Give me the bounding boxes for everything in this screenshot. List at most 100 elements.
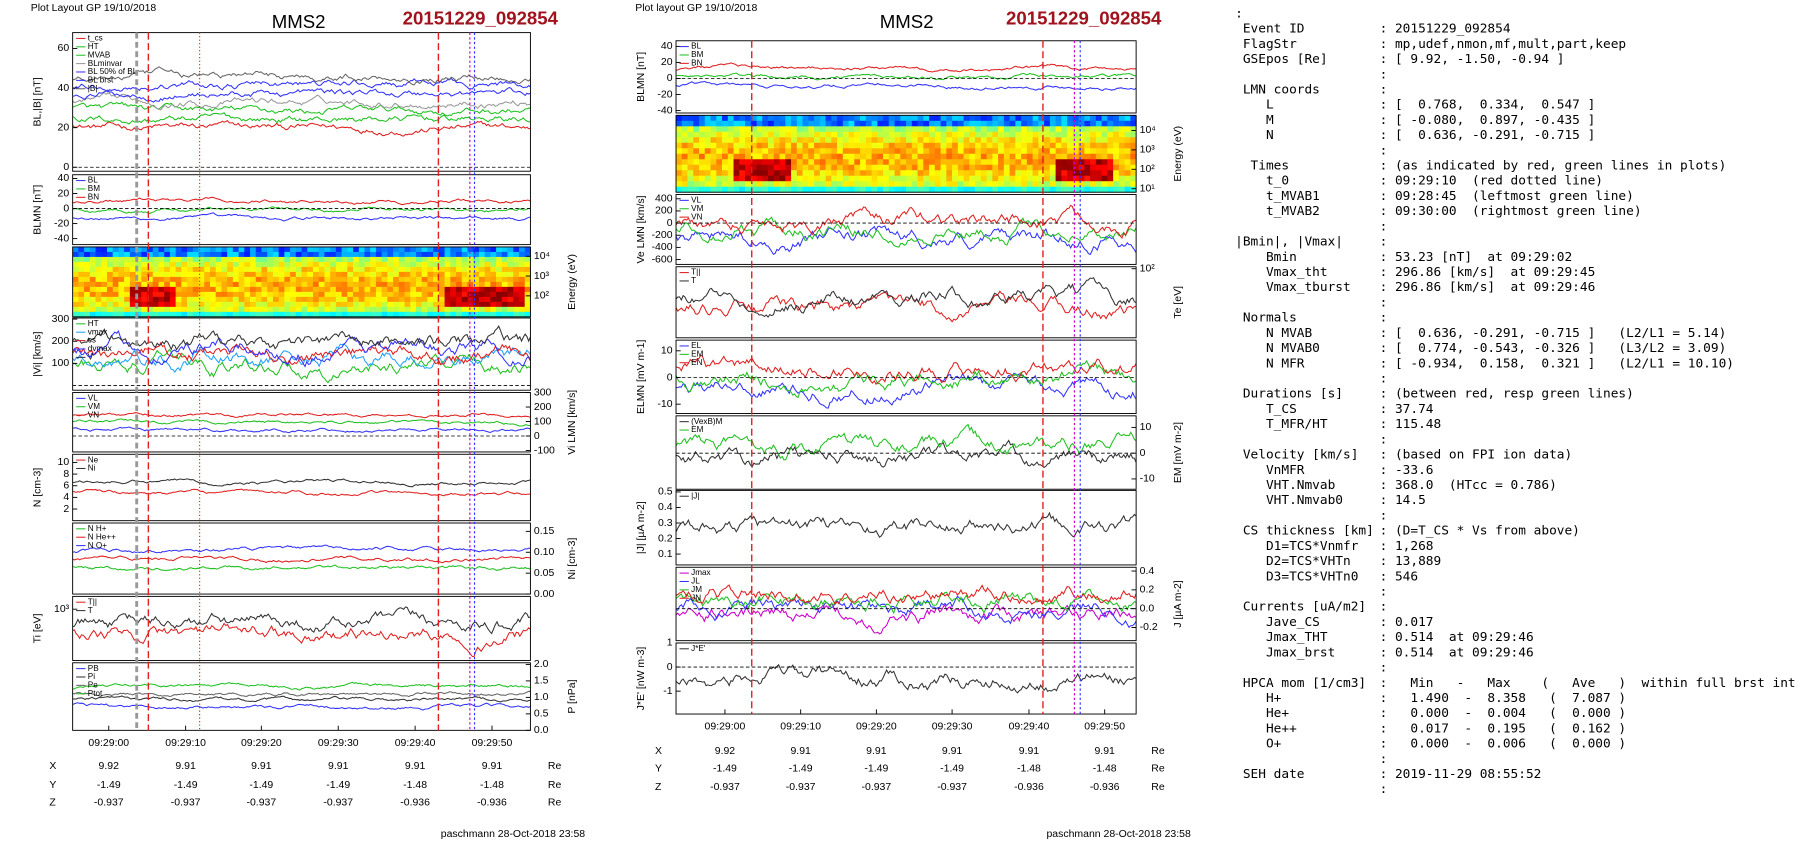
spectrogram-cell xyxy=(940,115,947,122)
spectrogram-cell xyxy=(1072,148,1080,155)
spectrogram-cell xyxy=(900,115,907,122)
spectrogram-cell xyxy=(733,170,740,177)
spectrogram-cell xyxy=(450,306,457,313)
spectrogram-cell xyxy=(175,256,182,263)
spectrogram-cell xyxy=(204,251,211,258)
spectrogram-cell xyxy=(750,159,758,166)
spectrogram-cell xyxy=(934,175,942,182)
x-tick-label: 09:29:30 xyxy=(932,722,973,733)
spectrogram-cell xyxy=(518,311,526,318)
spectrogram-cell xyxy=(358,256,365,263)
spectrogram-cell xyxy=(722,170,729,177)
spectrogram-cell xyxy=(89,256,97,263)
legend-label: Jmax xyxy=(691,568,710,577)
spectrogram-cell xyxy=(215,266,222,273)
spectrogram-cell xyxy=(198,276,205,283)
spectrogram-cell xyxy=(284,306,291,313)
trace xyxy=(675,595,1137,629)
spectrogram-cell xyxy=(450,276,457,283)
y-tick-label: 1.5 xyxy=(534,676,549,687)
legend-label: EL xyxy=(691,341,701,350)
spectrogram-cell xyxy=(307,276,314,283)
spectrogram-cell xyxy=(347,286,354,293)
spectrogram-cell xyxy=(244,251,251,258)
spectrogram-cell xyxy=(865,137,873,144)
spectrogram-cell xyxy=(501,256,508,263)
spectrogram-cell xyxy=(415,301,423,308)
spectrogram-cell xyxy=(946,159,953,166)
spectrogram-cell xyxy=(221,296,228,303)
spectrogram-cell xyxy=(278,266,285,273)
spectrogram-cell xyxy=(1026,137,1034,144)
spectrogram-cell xyxy=(467,301,474,308)
x-tick-label: 09:29:10 xyxy=(780,722,821,733)
y-tick-label: 10⁴ xyxy=(1140,125,1156,136)
spectrogram-cell xyxy=(1090,153,1097,160)
spectrogram-cell xyxy=(831,164,838,171)
spectrogram-cell xyxy=(112,266,119,273)
spectrogram-cell xyxy=(250,291,257,298)
spectrogram-cell xyxy=(917,142,924,149)
spectrogram-cell xyxy=(152,296,159,303)
spectrogram-cell xyxy=(986,181,993,188)
spectrogram-cell xyxy=(1032,153,1039,160)
spectrogram-cell xyxy=(118,286,125,293)
spectrogram-cell xyxy=(1130,120,1137,127)
spectrogram-cell xyxy=(175,261,182,268)
spectrogram-cell xyxy=(215,296,222,303)
spectrogram-cell xyxy=(370,271,377,278)
spectrogram-cell xyxy=(992,142,999,149)
spectrogram-cell xyxy=(284,291,291,298)
spectrogram-cell xyxy=(917,170,924,177)
spectrogram-cell xyxy=(135,276,142,283)
spectrogram-cell xyxy=(848,175,855,182)
legend-label: Pi xyxy=(88,672,95,681)
spectrogram-cell xyxy=(421,311,428,318)
spectrogram-cell xyxy=(917,175,924,182)
spectrogram-cell xyxy=(888,170,896,177)
spectrogram-cell xyxy=(347,261,354,268)
y-tick-label: -10 xyxy=(1140,474,1155,485)
spectrogram-cell xyxy=(1124,159,1131,166)
spectrogram-cell xyxy=(375,301,383,308)
spectrogram-cell xyxy=(900,153,907,160)
spectrogram-cell xyxy=(433,261,440,268)
panel-frame xyxy=(675,642,1137,715)
spectrogram-cell xyxy=(330,301,337,308)
spectrogram-cell xyxy=(335,271,343,278)
spectrogram-cell xyxy=(923,131,930,138)
spectrogram-cell xyxy=(204,261,211,268)
info-label: Jmax_THT xyxy=(1235,630,1328,645)
info-value: : 1,268 xyxy=(1380,539,1434,554)
spectrogram-cell xyxy=(135,271,142,278)
spectrogram-cell xyxy=(501,271,508,278)
spectrogram-cell xyxy=(370,286,377,293)
spectrogram-cell xyxy=(710,120,717,127)
spectrogram-cell xyxy=(427,286,434,293)
spectrogram-cell xyxy=(272,246,280,253)
spectrogram-cell xyxy=(438,291,446,298)
spectrogram-cell xyxy=(524,246,531,253)
spectrogram-cell xyxy=(169,301,177,308)
spectrogram-cell xyxy=(1055,137,1062,144)
spectrogram-cell xyxy=(992,131,999,138)
spectrogram-cell xyxy=(295,296,303,303)
spectrogram-cell xyxy=(998,181,1005,188)
spectrogram-cell xyxy=(768,142,775,149)
panel: 0.10.20.30.40.5|J| [µA m-2]|J| xyxy=(636,487,1137,566)
spectrogram-cell xyxy=(957,159,965,166)
legend-label: Ptot xyxy=(88,689,103,698)
spectrogram-cell xyxy=(1124,137,1131,144)
spectrogram-cell xyxy=(507,301,514,308)
y-tick-label: 200 xyxy=(52,336,70,347)
spectrogram-cell xyxy=(272,256,280,263)
spectrogram-cell xyxy=(756,170,763,177)
spectrogram-cell xyxy=(490,271,497,278)
spectrogram-cell xyxy=(969,175,976,182)
spectrogram-cell xyxy=(957,142,965,149)
trace xyxy=(675,354,1137,385)
spectrogram-cell xyxy=(975,131,982,138)
spectrogram-cell xyxy=(906,148,913,155)
spectrogram-cell xyxy=(381,296,388,303)
